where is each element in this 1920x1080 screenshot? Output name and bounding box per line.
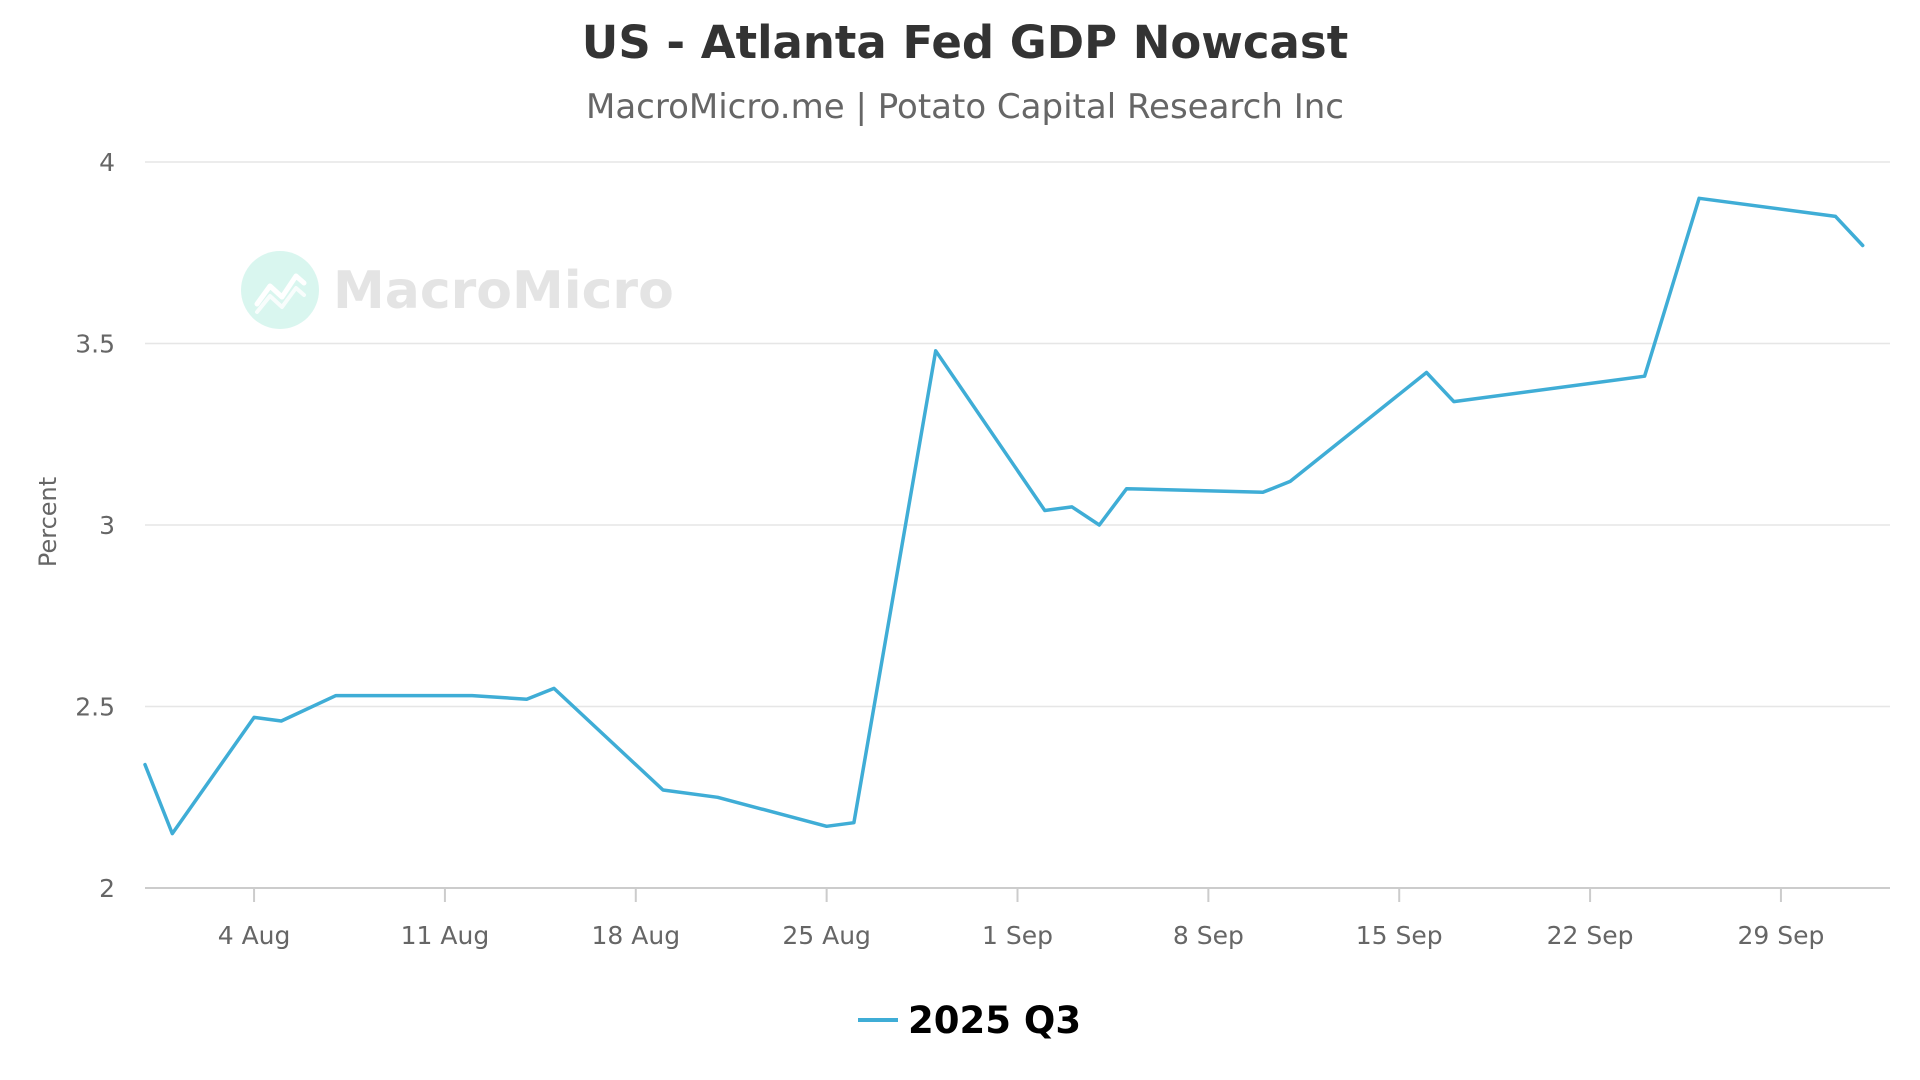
x-tick-label: 1 Sep <box>982 921 1053 950</box>
data-point[interactable] <box>521 693 533 705</box>
series-line[interactable] <box>143 196 1865 836</box>
x-tick-label: 22 Sep <box>1547 921 1634 950</box>
data-point[interactable] <box>548 682 560 694</box>
x-tick-label: 4 Aug <box>218 921 291 950</box>
data-point[interactable] <box>930 345 942 357</box>
data-point[interactable] <box>330 690 342 702</box>
watermark-text: MacroMicro <box>333 261 674 321</box>
x-axis: 4 Aug 11 Aug 18 Aug 25 Aug 1 Sep 8 Sep 15 Sep 2… <box>218 888 1824 950</box>
data-point[interactable] <box>712 791 724 803</box>
data-point[interactable] <box>848 817 860 829</box>
data-point[interactable] <box>275 715 287 727</box>
data-point[interactable] <box>1448 396 1460 408</box>
data-point[interactable] <box>1066 501 1078 513</box>
data-point[interactable] <box>1857 239 1869 251</box>
x-tick-label: 11 Aug <box>401 921 490 950</box>
data-point[interactable] <box>139 759 151 771</box>
data-point[interactable] <box>166 828 178 840</box>
x-tick-label: 15 Sep <box>1356 921 1443 950</box>
data-point[interactable] <box>1121 483 1133 495</box>
y-tick-label: 3 <box>99 511 115 540</box>
chart-trend-icon <box>241 251 319 329</box>
data-point[interactable] <box>1693 192 1705 204</box>
data-point[interactable] <box>248 711 260 723</box>
data-point[interactable] <box>1257 486 1269 498</box>
legend[interactable]: 2025 Q3 <box>858 999 1081 1042</box>
data-point[interactable] <box>1639 370 1651 382</box>
y-tick-label: 2 <box>99 874 115 903</box>
x-tick-label: 29 Sep <box>1737 921 1824 950</box>
chart-subtitle: MacroMicro.me | Potato Capital Research … <box>586 87 1344 127</box>
legend-label: 2025 Q3 <box>908 999 1081 1042</box>
y-axis: 2 2.5 3 3.5 4 <box>75 148 115 903</box>
data-point[interactable] <box>1284 475 1296 487</box>
y-tick-label: 2.5 <box>75 693 115 722</box>
x-tick-label: 25 Aug <box>782 921 871 950</box>
y-axis-title: Percent <box>34 477 62 567</box>
data-point[interactable] <box>466 690 478 702</box>
series-layer <box>139 192 1869 840</box>
watermark: MacroMicro <box>241 251 674 329</box>
data-point[interactable] <box>821 820 833 832</box>
chart-title: US - Atlanta Fed GDP Nowcast <box>582 16 1348 69</box>
y-tick-label: 3.5 <box>75 330 115 359</box>
data-point[interactable] <box>1420 367 1432 379</box>
data-point[interactable] <box>1829 210 1841 222</box>
data-point[interactable] <box>1039 504 1051 516</box>
x-tick-label: 8 Sep <box>1173 921 1244 950</box>
x-tick-label: 18 Aug <box>591 921 680 950</box>
data-point[interactable] <box>657 784 669 796</box>
y-tick-label: 4 <box>99 148 115 177</box>
data-point[interactable] <box>1093 519 1105 531</box>
